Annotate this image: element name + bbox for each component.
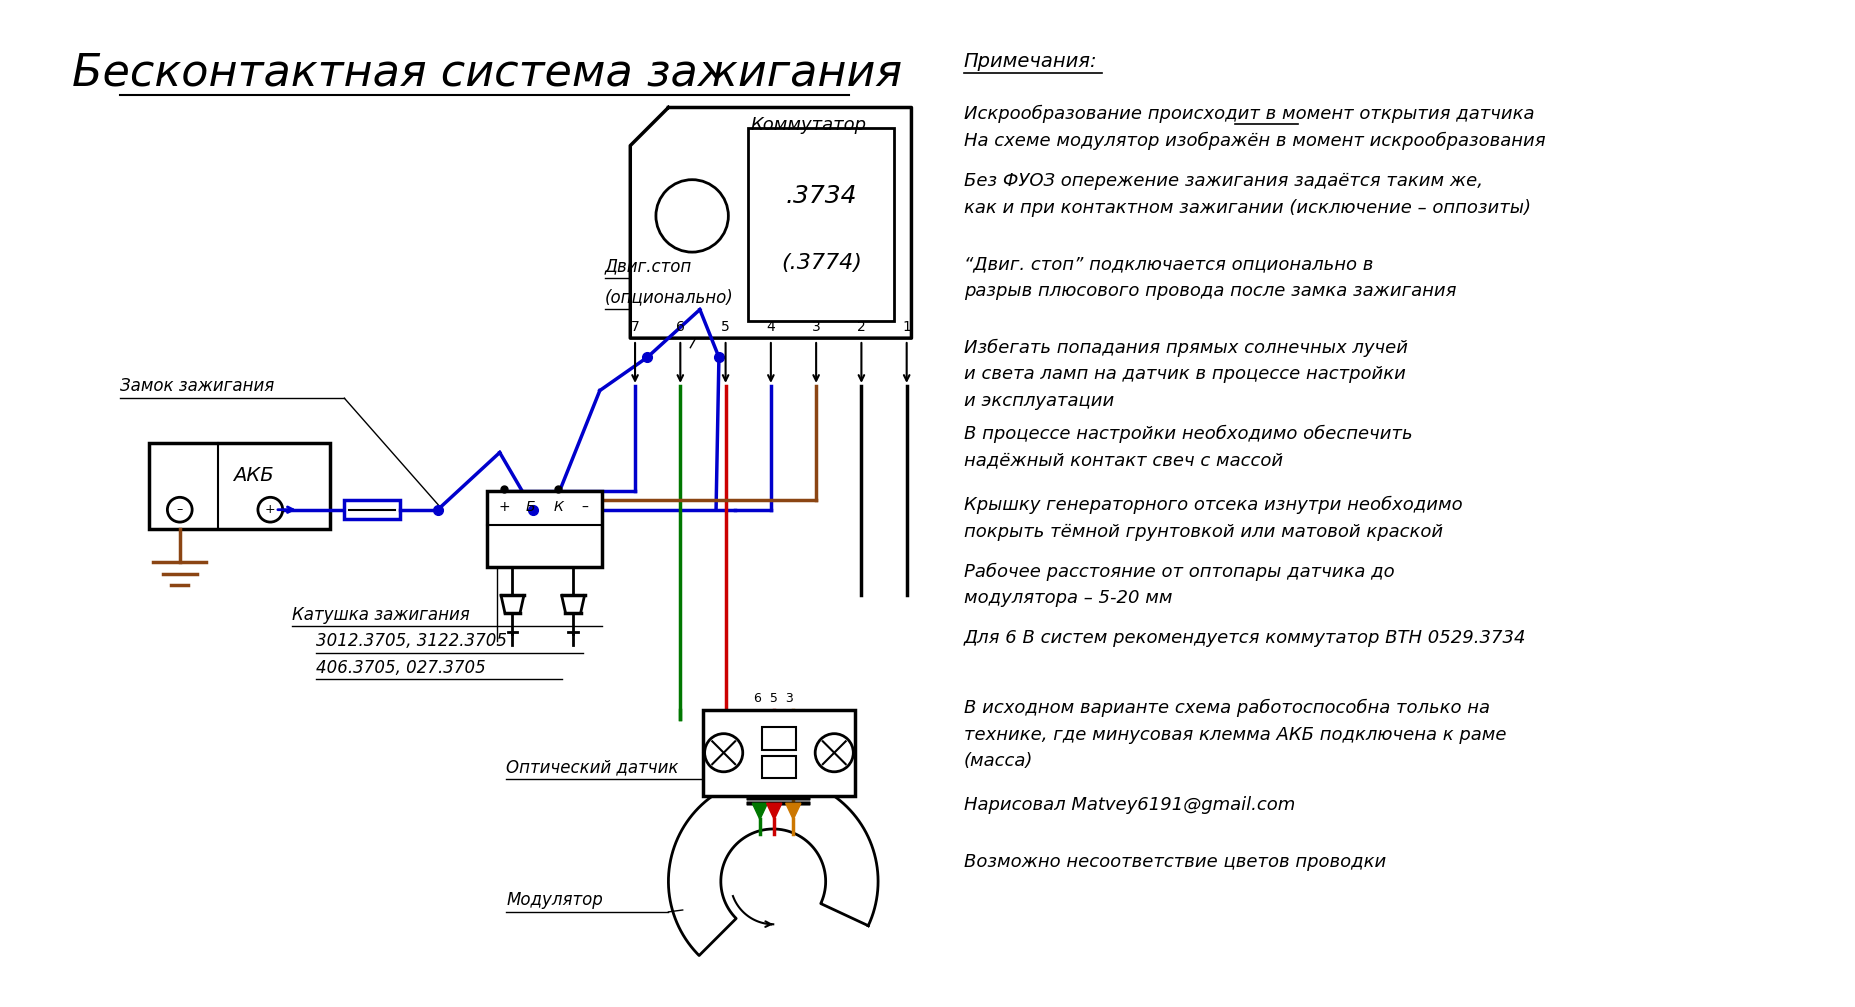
Text: (.3774): (.3774) — [781, 253, 863, 273]
Text: Оптический датчик: Оптический датчик — [506, 758, 679, 776]
Circle shape — [657, 179, 729, 252]
Polygon shape — [766, 804, 781, 820]
Text: АКБ: АКБ — [234, 466, 275, 485]
Text: 406.3705, 027.3705: 406.3705, 027.3705 — [315, 659, 486, 677]
Text: Крышку генераторного отсека изнутри необходимо: Крышку генераторного отсека изнутри необ… — [965, 495, 1462, 514]
Text: Замок зажигания: Замок зажигания — [121, 377, 275, 395]
Text: Примечания:: Примечания: — [965, 52, 1098, 71]
Circle shape — [814, 734, 853, 771]
Polygon shape — [631, 108, 911, 338]
Text: разрыв плюсового провода после замка зажигания: разрыв плюсового провода после замка заж… — [965, 282, 1456, 300]
Text: 1: 1 — [902, 319, 911, 333]
Text: Нарисовал Matvey6191@gmail.com: Нарисовал Matvey6191@gmail.com — [965, 797, 1295, 814]
Bar — [148, 443, 330, 529]
Text: –: – — [176, 504, 184, 517]
Text: К: К — [553, 500, 564, 515]
Bar — [762, 727, 796, 750]
Text: Без ФУОЗ опережение зажигания задаётся таким же,: Без ФУОЗ опережение зажигания задаётся т… — [965, 172, 1482, 190]
Bar — [748, 129, 894, 321]
Text: 2: 2 — [857, 319, 866, 333]
Bar — [345, 500, 399, 520]
Bar — [762, 755, 796, 778]
Text: Катушка зажигания: Катушка зажигания — [291, 605, 469, 623]
Text: В исходном варианте схема работоспособна только на: В исходном варианте схема работоспособна… — [965, 699, 1490, 717]
Bar — [703, 710, 855, 796]
Text: 5: 5 — [722, 319, 731, 333]
Text: Модулятор: Модулятор — [506, 891, 603, 909]
Circle shape — [167, 497, 193, 522]
Polygon shape — [787, 804, 801, 820]
Polygon shape — [753, 804, 768, 820]
Text: 6: 6 — [675, 319, 684, 333]
Text: как и при контактном зажигании (исключение – оппозиты): как и при контактном зажигании (исключен… — [965, 198, 1530, 217]
Circle shape — [705, 734, 742, 771]
Bar — [488, 490, 601, 567]
Text: технике, где минусовая клемма АКБ подключена к раме: технике, где минусовая клемма АКБ подклю… — [965, 726, 1506, 743]
Text: Рабочее расстояние от оптопары датчика до: Рабочее расстояние от оптопары датчика д… — [965, 563, 1395, 581]
Text: (опционально): (опционально) — [605, 288, 733, 306]
Text: +: + — [499, 500, 510, 515]
Text: модулятора – 5-20 мм: модулятора – 5-20 мм — [965, 589, 1172, 607]
Text: и эксплуатации: и эксплуатации — [965, 392, 1115, 410]
Text: “Двиг. стоп” подключается опционально в: “Двиг. стоп” подключается опционально в — [965, 256, 1373, 274]
Text: .3734: .3734 — [785, 184, 857, 207]
Text: 3012.3705, 3122.3705: 3012.3705, 3122.3705 — [315, 632, 506, 651]
Text: надёжный контакт свеч с массой: надёжный контакт свеч с массой — [965, 451, 1284, 469]
Text: В процессе настройки необходимо обеспечить: В процессе настройки необходимо обеспечи… — [965, 424, 1412, 442]
Text: Двиг.стоп: Двиг.стоп — [605, 258, 692, 276]
Circle shape — [258, 497, 282, 522]
Text: Для 6 В систем рекомендуется коммутатор ВТН 0529.3734: Для 6 В систем рекомендуется коммутатор … — [965, 629, 1527, 648]
Text: Коммутатор: Коммутатор — [751, 116, 866, 134]
Text: и света ламп на датчик в процессе настройки: и света ламп на датчик в процессе настро… — [965, 366, 1406, 384]
Text: 6  5  3: 6 5 3 — [755, 692, 794, 705]
Text: Б: Б — [527, 500, 536, 515]
Text: +: + — [265, 504, 276, 517]
Text: Возможно несоответствие цветов проводки: Возможно несоответствие цветов проводки — [965, 853, 1386, 871]
Polygon shape — [668, 776, 877, 956]
Text: 4: 4 — [766, 319, 775, 333]
Text: 3: 3 — [812, 319, 820, 333]
Text: Бесконтактная система зажигания: Бесконтактная система зажигания — [72, 51, 902, 95]
Text: (масса): (масса) — [965, 752, 1033, 770]
Text: –: – — [581, 500, 588, 515]
Text: Искрообразование происходит в момент открытия датчика: Искрообразование происходит в момент отк… — [965, 105, 1534, 123]
Text: На схеме модулятор изображён в момент искрообразования: На схеме модулятор изображён в момент ис… — [965, 132, 1545, 150]
Text: 7: 7 — [631, 319, 640, 333]
Text: покрыть тёмной грунтовкой или матовой краской: покрыть тёмной грунтовкой или матовой кр… — [965, 523, 1443, 541]
Text: Избегать попадания прямых солнечных лучей: Избегать попадания прямых солнечных луче… — [965, 338, 1408, 356]
